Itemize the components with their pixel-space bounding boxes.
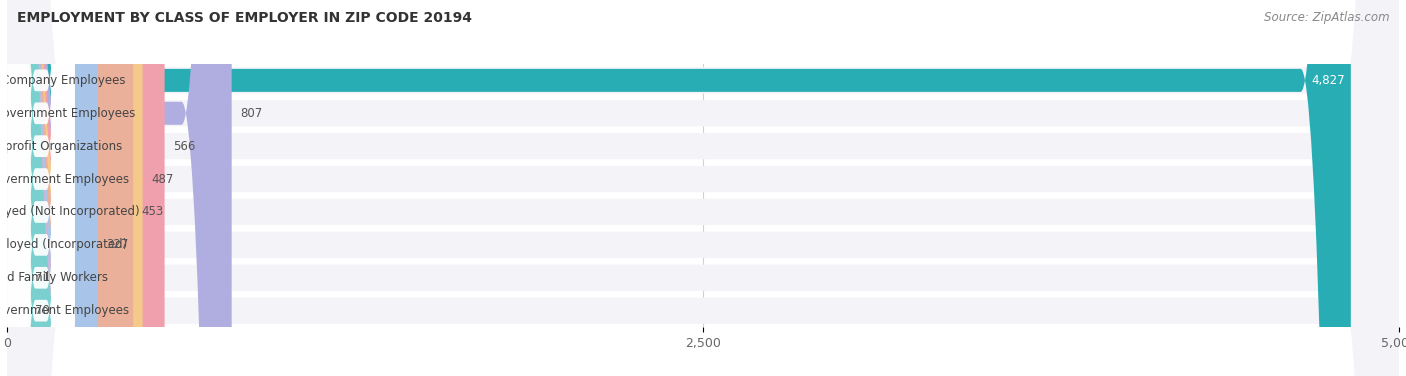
Text: Federal Government Employees: Federal Government Employees	[0, 107, 136, 120]
Text: State Government Employees: State Government Employees	[0, 304, 129, 317]
Text: 327: 327	[107, 238, 129, 252]
Text: 71: 71	[35, 271, 51, 284]
FancyBboxPatch shape	[7, 0, 1351, 376]
FancyBboxPatch shape	[7, 0, 1399, 376]
FancyBboxPatch shape	[0, 0, 58, 376]
FancyBboxPatch shape	[7, 0, 142, 376]
Text: 70: 70	[35, 304, 49, 317]
FancyBboxPatch shape	[7, 0, 75, 376]
Text: Local Government Employees: Local Government Employees	[0, 173, 129, 186]
FancyBboxPatch shape	[7, 0, 232, 376]
Text: 453: 453	[142, 205, 163, 218]
Text: Private Company Employees: Private Company Employees	[0, 74, 125, 87]
FancyBboxPatch shape	[7, 0, 1399, 376]
FancyBboxPatch shape	[7, 0, 1399, 376]
FancyBboxPatch shape	[7, 0, 1399, 376]
FancyBboxPatch shape	[7, 0, 75, 376]
Text: Self-Employed (Incorporated): Self-Employed (Incorporated)	[0, 238, 128, 252]
Text: Self-Employed (Not Incorporated): Self-Employed (Not Incorporated)	[0, 205, 139, 218]
FancyBboxPatch shape	[7, 0, 75, 376]
FancyBboxPatch shape	[7, 0, 75, 376]
FancyBboxPatch shape	[7, 0, 1399, 376]
FancyBboxPatch shape	[7, 0, 1399, 376]
FancyBboxPatch shape	[7, 0, 75, 376]
FancyBboxPatch shape	[0, 0, 58, 376]
Text: 4,827: 4,827	[1312, 74, 1346, 87]
FancyBboxPatch shape	[7, 0, 98, 376]
Text: 566: 566	[173, 139, 195, 153]
Text: Source: ZipAtlas.com: Source: ZipAtlas.com	[1264, 11, 1389, 24]
Text: EMPLOYMENT BY CLASS OF EMPLOYER IN ZIP CODE 20194: EMPLOYMENT BY CLASS OF EMPLOYER IN ZIP C…	[17, 11, 472, 25]
FancyBboxPatch shape	[7, 0, 165, 376]
Text: 487: 487	[150, 173, 173, 186]
Text: 807: 807	[240, 107, 263, 120]
FancyBboxPatch shape	[7, 0, 75, 376]
FancyBboxPatch shape	[7, 0, 134, 376]
FancyBboxPatch shape	[7, 0, 1399, 376]
Text: Not-for-profit Organizations: Not-for-profit Organizations	[0, 139, 122, 153]
FancyBboxPatch shape	[7, 0, 75, 376]
FancyBboxPatch shape	[7, 0, 75, 376]
Text: Unpaid Family Workers: Unpaid Family Workers	[0, 271, 108, 284]
FancyBboxPatch shape	[7, 0, 1399, 376]
